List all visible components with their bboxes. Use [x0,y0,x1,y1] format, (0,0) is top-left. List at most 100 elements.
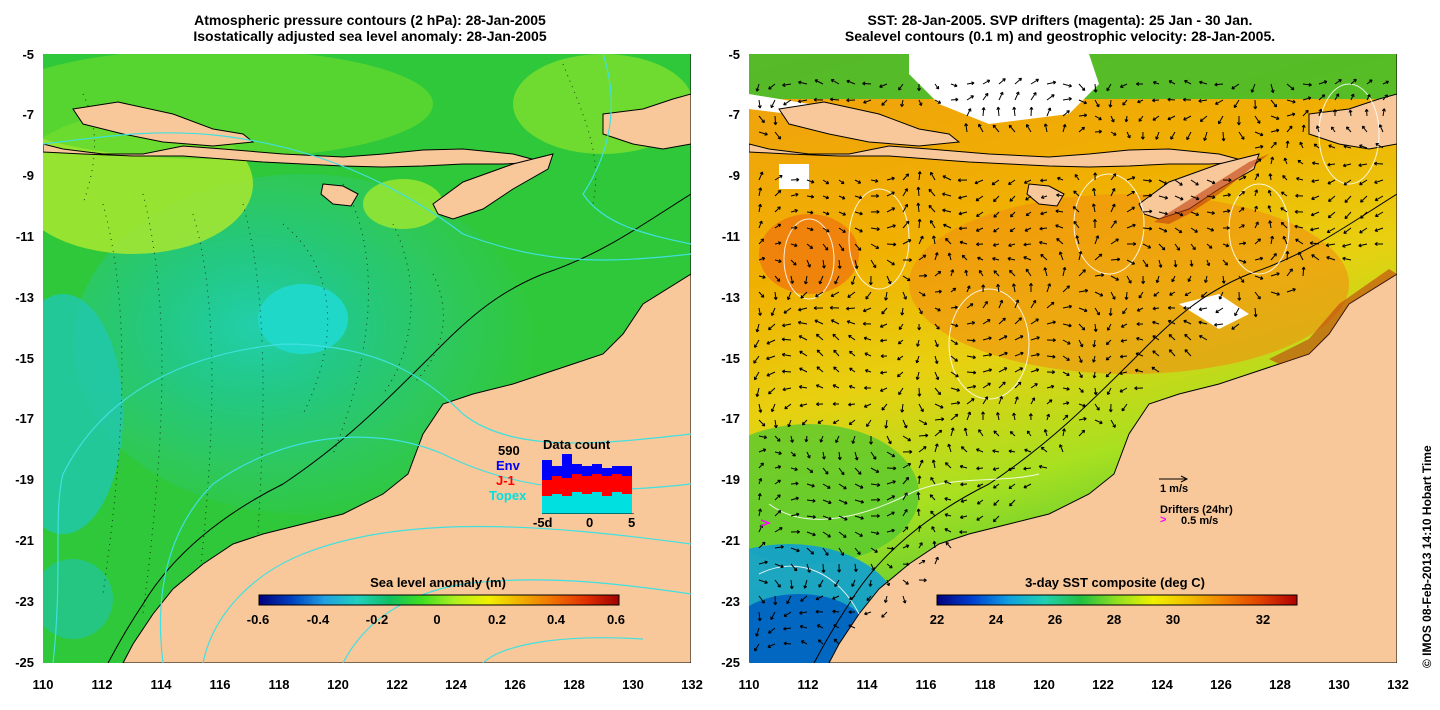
x-tick-label: 112 [91,677,113,692]
velocity-arrow [1110,187,1116,197]
velocity-arrow [818,275,824,285]
velocity-arrow [1092,355,1096,363]
velocity-arrow [881,403,888,411]
velocity-arrow [773,595,778,606]
velocity-arrow [1254,205,1258,213]
velocity-arrow [1062,339,1071,345]
velocity-arrow [1025,268,1032,277]
velocity-arrow [1250,83,1256,93]
velocity-arrow [1311,161,1320,166]
velocity-arrow [1030,92,1037,101]
velocity-arrow [886,579,891,587]
velocity-arrow [758,238,765,245]
velocity-arrow [768,83,776,90]
velocity-arrow [1055,209,1064,214]
velocity-arrow [993,211,1000,218]
velocity-arrow [1360,195,1368,203]
velocity-arrow [806,547,815,555]
velocity-arrow [817,639,824,645]
velocity-arrow [1030,352,1040,357]
velocity-arrow [996,106,1001,117]
velocity-arrow [1182,97,1192,102]
velocity-arrow [950,323,959,328]
velocity-arrow [774,223,782,229]
velocity-arrow [1092,187,1096,197]
velocity-arrow [1346,126,1352,133]
velocity-arrow [1078,403,1086,408]
velocity-arrow [993,227,1000,233]
x-tick-label: 120 [1033,677,1055,692]
velocity-arrow [958,226,968,231]
velocity-arrow [806,467,814,473]
velocity-arrow [1350,93,1355,101]
velocity-arrow [945,237,952,245]
histogram-x-label: 0 [586,515,594,530]
velocity-arrow [1008,449,1016,454]
velocity-arrow [1142,209,1153,214]
velocity-arrow [862,307,872,313]
velocity-arrow [934,403,944,409]
velocity-arrow [790,435,794,443]
velocity-arrow [1222,209,1231,213]
velocity-arrow [1110,173,1117,181]
velocity-arrow [806,179,815,184]
velocity-arrow [755,627,760,637]
left-title-line1: Atmospheric pressure contours (2 hPa): 2… [194,12,546,28]
velocity-arrow [1119,354,1128,359]
velocity-arrow [918,459,924,469]
colorbar-label: -0.2 [365,612,389,627]
velocity-arrow [1126,259,1136,265]
velocity-arrow [932,540,937,549]
velocity-arrow [868,579,873,587]
velocity-arrow [958,211,968,216]
velocity-arrow [1106,323,1112,331]
velocity-arrow [1214,99,1224,105]
velocity-arrow [1343,227,1352,234]
velocity-arrow [1134,386,1144,391]
velocity-arrow [806,451,811,459]
velocity-arrow [838,211,847,216]
velocity-arrow [934,556,939,565]
velocity-arrow [833,349,840,357]
velocity-arrow [1285,250,1290,261]
velocity-arrow [1155,131,1160,140]
velocity-arrow [992,449,1000,454]
velocity-arrow [1110,203,1116,213]
velocity-arrow [1023,179,1032,184]
velocity-arrow [1126,275,1132,284]
velocity-arrow [1014,351,1024,357]
velocity-arrow [851,579,856,587]
x-tick-label: 130 [622,677,644,692]
velocity-arrow [902,492,908,501]
velocity-arrow [902,173,910,181]
colorbar-label: -0.4 [306,612,330,627]
velocity-arrow [917,475,922,485]
velocity-arrow [1106,83,1112,92]
velocity-arrow [815,595,824,601]
velocity-arrow [1093,387,1098,396]
velocity-arrow [1062,97,1072,101]
velocity-arrow [806,210,814,215]
velocity-arrow [1343,179,1352,186]
velocity-arrow [1046,399,1053,405]
velocity-arrow [773,115,778,126]
velocity-arrow [758,541,766,549]
velocity-arrow [950,97,959,102]
velocity-arrow [863,99,872,104]
velocity-arrow [1072,206,1080,213]
velocity-arrow [758,462,764,469]
velocity-arrow [1136,336,1144,341]
velocity-arrow [976,466,984,471]
velocity-arrow [1190,195,1200,201]
velocity-arrow [806,531,816,537]
velocity-arrow [1142,193,1153,198]
velocity-arrow [774,259,782,263]
velocity-arrow [864,385,872,390]
velocity-arrow [832,419,840,424]
velocity-arrow [961,254,968,261]
velocity-arrow [1142,226,1153,231]
velocity-arrow [1126,191,1135,197]
velocity-arrow [1078,371,1083,379]
y-tick-label: -23 [721,594,740,609]
velocity-arrow [822,451,826,460]
